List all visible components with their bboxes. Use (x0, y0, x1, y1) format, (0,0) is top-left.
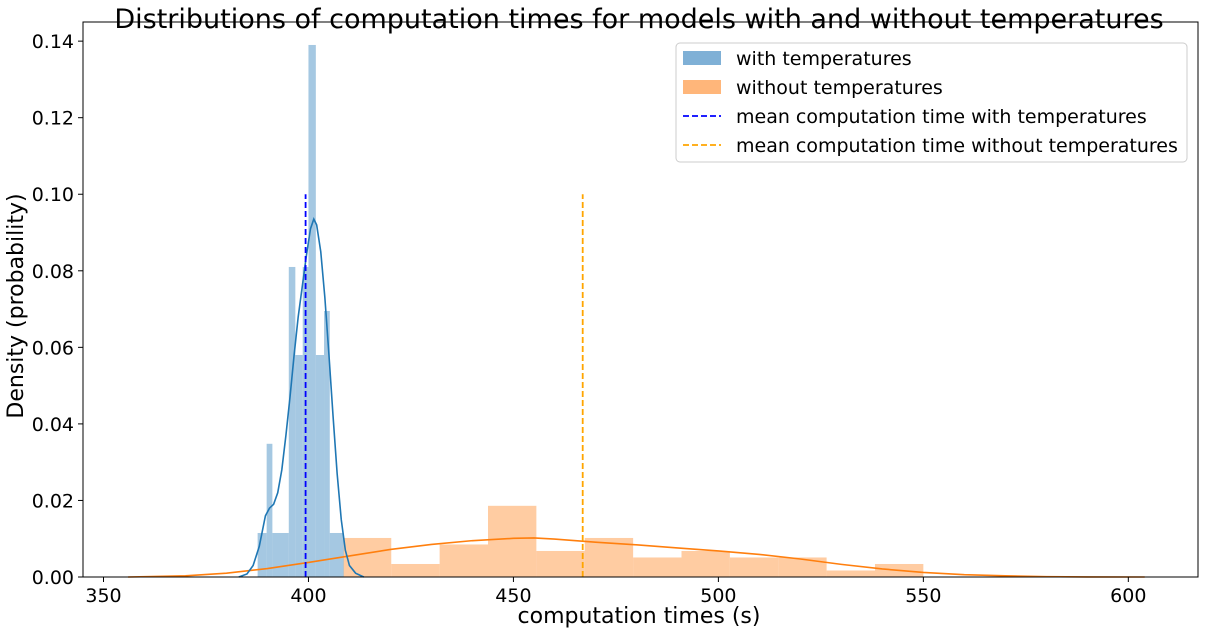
plot-frame (82, 21, 1199, 578)
histogram-bar-without-temperatures-6 (633, 557, 682, 577)
histogram-bar-without-temperatures-7 (681, 550, 730, 577)
histogram-bar-without-temperatures-8 (729, 557, 779, 577)
y-tick-label-6: 0.12 (32, 108, 74, 130)
histogram-bar-without-temperatures-3 (488, 505, 537, 577)
legend-label-1: without temperatures (736, 77, 943, 99)
histogram-bar-with-temperatures-0 (257, 532, 267, 577)
y-tick-label-0: 0.00 (32, 567, 74, 589)
histogram-bar-without-temperatures-0 (343, 537, 392, 577)
y-axis: 0.00 0.02 0.04 0.06 0.08 0.10 0.12 0.14 (32, 31, 83, 589)
chart-title: Distributions of computation times for m… (114, 4, 1163, 35)
y-tick-label-1: 0.02 (32, 490, 74, 512)
legend-label-3: mean computation time without temperatur… (736, 135, 1178, 157)
histogram-bar-with-temperatures-2 (272, 532, 289, 577)
histogram-bar-without-temperatures-4 (536, 550, 585, 577)
y-tick-label-2: 0.04 (32, 414, 74, 436)
x-tick-label-4: 550 (905, 585, 941, 607)
legend: with temperatures without temperatures mea… (675, 42, 1188, 163)
legend-swatch-1 (683, 80, 721, 94)
histogram-bar-without-temperatures-1 (391, 563, 440, 577)
y-axis-label: Density (probability) (4, 193, 29, 418)
x-tick-label-3: 500 (700, 585, 736, 607)
x-tick-label-1: 400 (290, 585, 326, 607)
x-tick-label-5: 600 (1110, 585, 1146, 607)
histogram-bar-with-temperatures-7 (315, 355, 325, 577)
y-tick-label-7: 0.14 (32, 31, 74, 53)
histogram-bar-with-temperatures-3 (288, 266, 296, 577)
y-tick-label-5: 0.10 (32, 184, 74, 206)
histogram-bar-without-temperatures-9 (778, 557, 827, 577)
histogram-bar-with-temperatures-4 (295, 355, 303, 577)
kde-line-with-temperatures (238, 217, 365, 578)
histogram-bar-with-temperatures-8 (324, 310, 330, 577)
histogram-bar-with-temperatures-1 (266, 443, 273, 577)
histogram-bar-with-temperatures-9 (329, 532, 344, 577)
plot-area (128, 44, 1145, 578)
kde-line-without-temperatures (128, 537, 1145, 578)
legend-label-0: with temperatures (736, 48, 912, 70)
y-tick-label-4: 0.08 (32, 261, 74, 283)
x-axis-label: computation times (s) (518, 604, 761, 629)
x-tick-label-0: 350 (85, 585, 121, 607)
x-tick-label-2: 450 (495, 585, 531, 607)
histogram-bar-without-temperatures-2 (439, 544, 489, 577)
legend-label-2: mean computation time with temperatures (736, 106, 1147, 128)
histogram-bar-with-temperatures-6 (308, 44, 316, 578)
x-axis: 350 400 450 500 550 600 (85, 577, 1146, 607)
legend-swatch-0 (683, 51, 721, 65)
legend-frame (675, 42, 1188, 163)
y-tick-label-3: 0.06 (32, 337, 74, 359)
histogram-bar-without-temperatures-10 (826, 570, 875, 577)
